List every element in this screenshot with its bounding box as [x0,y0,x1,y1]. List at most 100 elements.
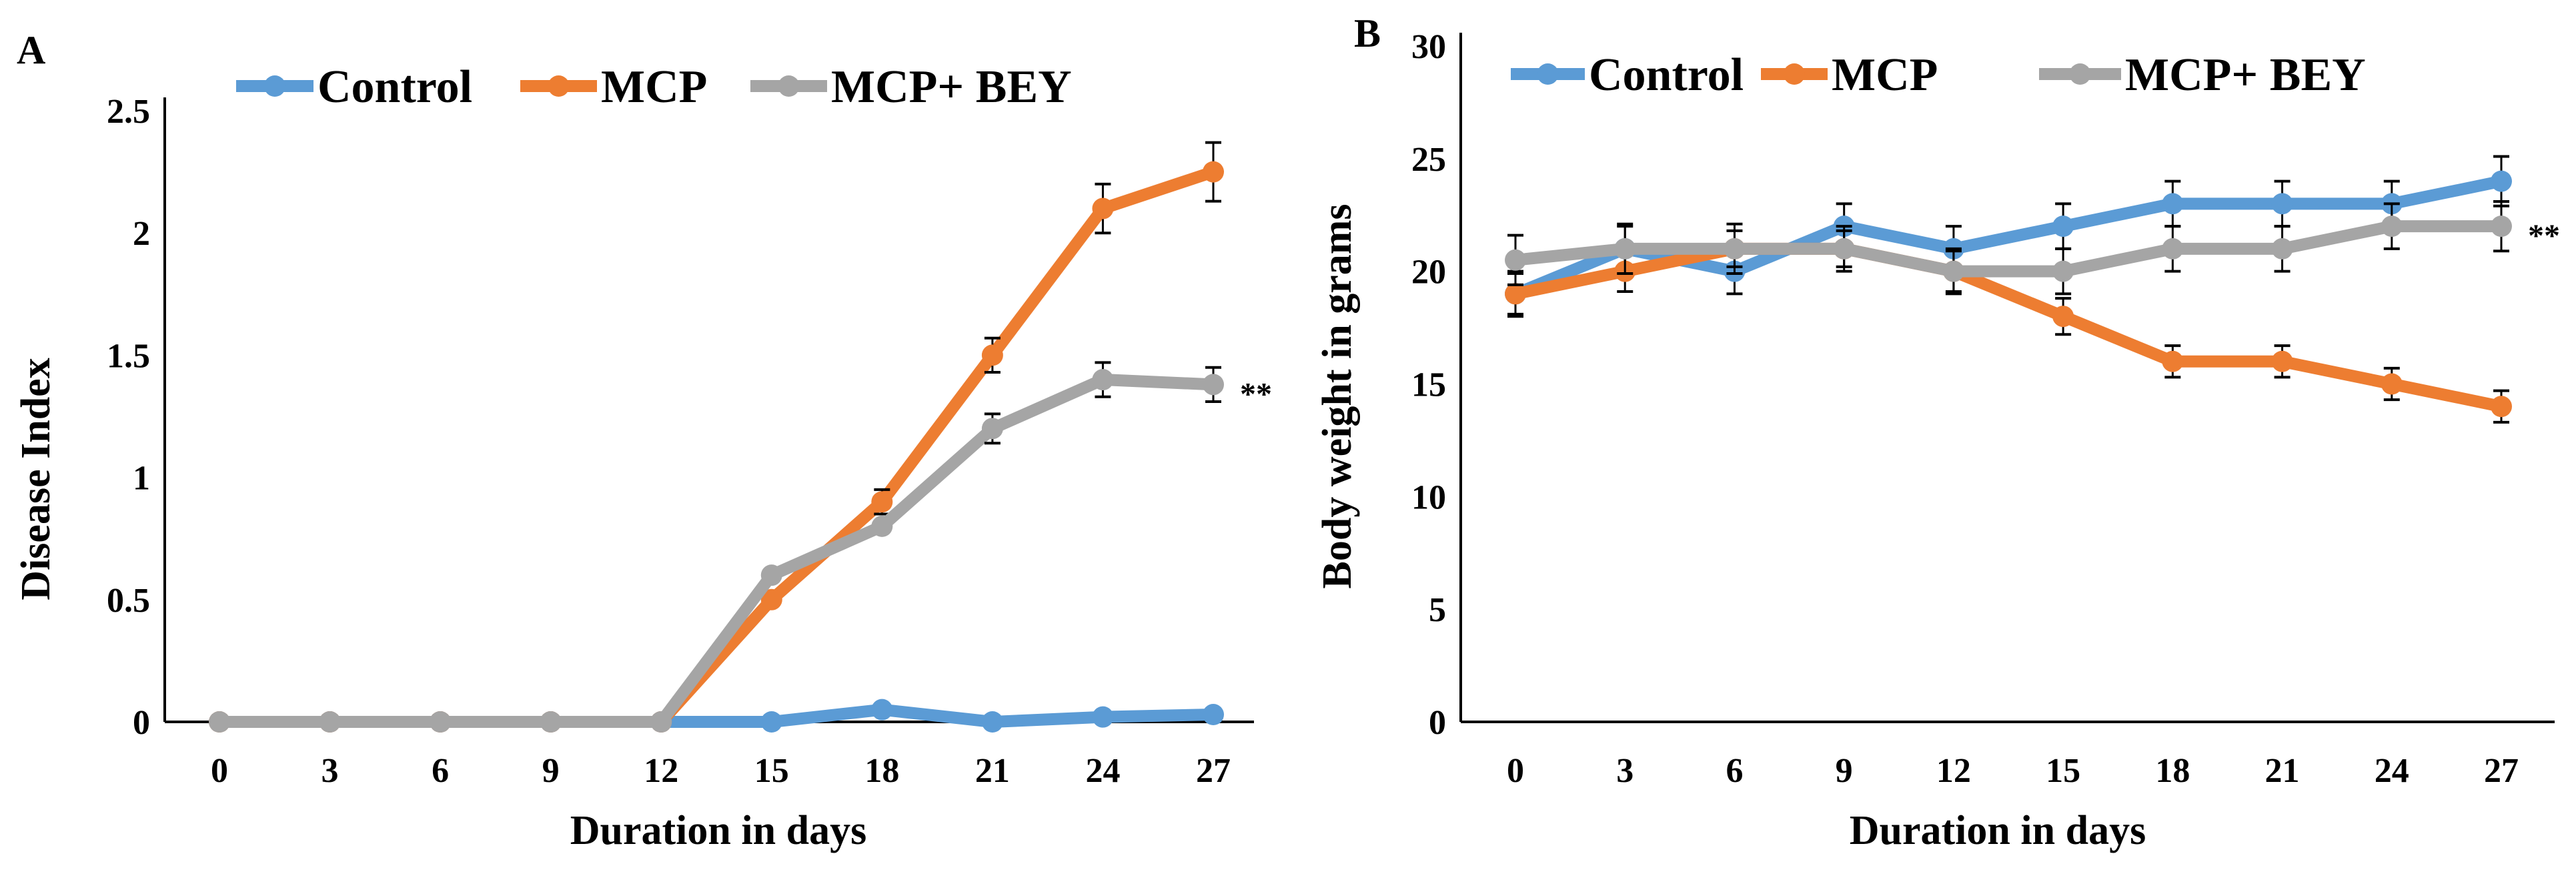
data-point [2271,193,2293,215]
x-tick-label: 24 [2375,752,2409,790]
legend-marker [2069,63,2091,85]
data-point [2271,350,2293,372]
x-tick-label: 0 [211,752,228,790]
legend-item: Control [1511,49,1744,101]
x-tick-label: 21 [975,752,1010,790]
significance-annotation: ** [2528,218,2560,254]
series-mcp [1505,229,2512,424]
data-point [1203,704,1224,726]
data-point [2052,306,2074,328]
data-point [2491,215,2512,238]
data-point [1505,283,1526,305]
legend-label: MCP [601,61,707,113]
legend-marker [778,75,800,97]
legend-label: Control [317,61,472,113]
panel-label: A [17,28,45,72]
x-tick-label: 24 [1085,752,1120,790]
x-tick-label: 9 [542,752,560,790]
x-tick-label: 3 [1616,752,1634,790]
series-line [219,374,1214,728]
data-point [871,491,893,513]
x-tick-label: 18 [864,752,899,790]
data-point [1092,369,1114,391]
data-point [319,711,341,733]
x-tick-label: 9 [1836,752,1853,790]
data-point [540,711,562,733]
data-point [1092,706,1114,728]
data-point [2491,170,2512,192]
legend-item: MCP [1761,49,1938,101]
data-point [2162,193,2184,215]
data-point [760,588,782,610]
y-tick-label: 20 [1411,254,1446,292]
y-tick-label: 5 [1429,591,1446,629]
y-tick-label: 0 [133,704,150,742]
data-point [760,564,782,586]
data-point [981,344,1003,366]
data-point [981,711,1003,733]
x-axis-title: Duration in days [1850,808,2146,853]
legend-marker [264,75,285,97]
y-tick-label: 2 [133,215,150,253]
data-point [650,711,672,733]
x-tick-label: 6 [432,752,449,790]
x-tick-label: 27 [1196,752,1231,790]
data-point [1942,260,1964,282]
panel-b: B 0 5 10 15 20 25 30 0 3 6 9 12 15 18 21 24 27 Duration in… [1315,11,2560,853]
legend-label: MCP+ BEY [831,61,1072,113]
y-tick-label: 2.5 [107,93,150,131]
series-line [1515,220,2501,278]
y-tick-label: 25 [1411,141,1446,179]
data-point [2052,260,2074,282]
data-point [2271,238,2293,260]
legend-item: Control [236,61,472,113]
data-point [2381,215,2403,238]
x-tick-label: 18 [2155,752,2190,790]
data-point [1203,161,1224,183]
x-tick-label: 12 [644,752,678,790]
x-tick-label: 0 [1507,752,1524,790]
significance-annotation: ** [1240,376,1272,412]
x-tick-label: 15 [754,752,789,790]
y-tick-label: 10 [1411,478,1446,516]
data-point [1203,374,1224,396]
series-mcp-bey [209,361,1224,733]
legend-label: MCP+ BEY [2125,49,2366,101]
data-point [2162,238,2184,260]
legend-marker [548,75,570,97]
x-axis-title: Duration in days [570,808,866,853]
x-tick-label: 15 [2046,752,2080,790]
legend-marker [1537,63,1559,85]
data-point [1092,197,1114,219]
y-tick-label: 15 [1411,366,1446,404]
data-point [871,699,893,721]
x-tick-label: 6 [1726,752,1743,790]
y-axis-title: Disease Index [13,358,59,600]
legend-marker [1784,63,1805,85]
legend-item: MCP+ BEY [750,61,1072,113]
data-point [430,711,452,733]
data-point [1833,238,1855,260]
series-mcp-bey [1505,199,2512,296]
data-point [1724,238,1746,260]
data-point [871,515,893,537]
x-tick-label: 12 [1936,752,1971,790]
y-tick-label: 1.5 [107,337,150,375]
data-point [760,711,782,733]
panel-label: B [1354,11,1381,55]
series-line [1514,242,2503,413]
y-tick-label: 1 [133,460,150,498]
legend-label: MCP [1832,49,1938,101]
y-tick-label: 30 [1411,28,1446,66]
x-tick-label: 21 [2265,752,2300,790]
y-axis-title: Body weight in grams [1315,204,1360,589]
y-tick-label: 0.5 [107,582,150,620]
legend-label: Control [1589,49,1744,101]
y-tick-label: 0 [1429,704,1446,742]
data-point [2381,373,2403,395]
data-point [1505,249,1526,271]
data-point [981,418,1003,440]
x-tick-label: 27 [2484,752,2519,790]
data-point [209,711,230,733]
